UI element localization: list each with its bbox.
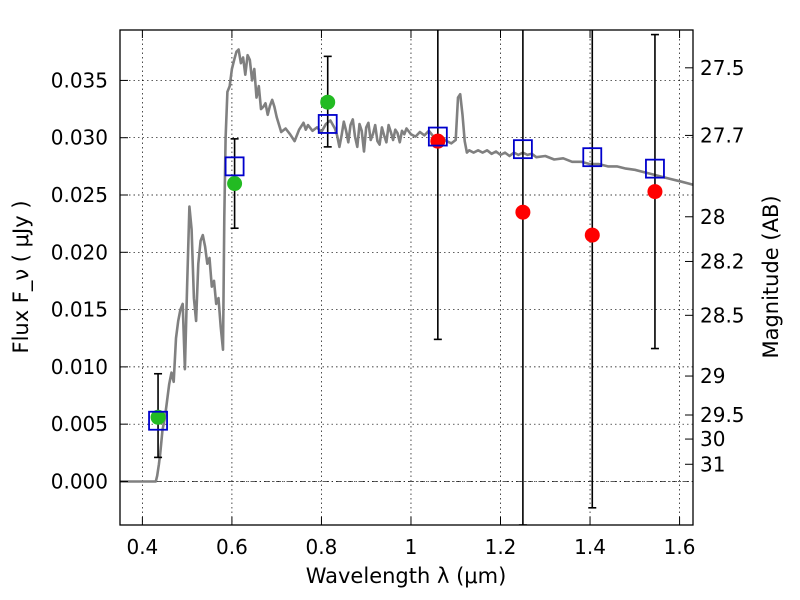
- detection-point: [150, 409, 166, 425]
- model-square: [148, 410, 168, 431]
- grid-lines: [120, 30, 693, 525]
- right-tick-label: 28.5: [700, 303, 745, 327]
- y-tick-label: 0.010: [51, 355, 108, 379]
- upper-limit-point: [647, 184, 663, 200]
- x-tick-label: 1.6: [664, 535, 696, 559]
- right-tick-label: 28: [700, 205, 725, 229]
- y-tick-label: 0.000: [51, 469, 108, 493]
- right-tick-label: 27.5: [700, 56, 745, 80]
- y-tick-label: 0.035: [51, 68, 108, 92]
- right-tick-label: 29: [700, 364, 725, 388]
- upper-limit-point: [515, 204, 531, 220]
- series-layer: [120, 30, 693, 525]
- y-tick-label: 0.005: [51, 412, 108, 436]
- y-tick-label: 0.030: [51, 126, 108, 150]
- model-square: [645, 158, 665, 179]
- right-tick-label: 30: [700, 427, 725, 451]
- right-tick-label: 31: [700, 452, 725, 476]
- y-tick-label: 0.015: [51, 298, 108, 322]
- plot-frame: [119, 29, 694, 526]
- right-axis-label: Magnitude (AB): [759, 195, 783, 358]
- model-square: [317, 114, 338, 134]
- y-axis-label: Flux F_ν ( μJy ): [9, 200, 34, 353]
- detection-point: [320, 94, 336, 110]
- right-tick-label: 28.2: [700, 249, 745, 273]
- x-tick-label: 1.4: [574, 535, 606, 559]
- spectrum-line: [120, 48, 693, 483]
- model-square: [427, 126, 448, 147]
- x-tick-label: 0.4: [126, 535, 158, 559]
- model-square: [582, 147, 603, 168]
- x-tick-label: 1.2: [485, 535, 517, 559]
- axis-ticks: 0.4 0.6 0.8 1 1.2 1.4 1.6 0.000 0.005 0.010 0.015 0…: [51, 30, 745, 559]
- x-tick-label: 0.6: [216, 535, 248, 559]
- y-tick-label: 0.025: [51, 183, 108, 207]
- x-axis-label: Wavelength λ (μm): [306, 564, 507, 588]
- plot-area: [120, 30, 693, 525]
- right-tick-label: 27.7: [700, 123, 745, 147]
- model-square: [224, 156, 245, 177]
- detection-point: [227, 176, 243, 192]
- x-tick-label: 0.8: [306, 535, 338, 559]
- x-tick-label: 1: [405, 535, 418, 559]
- model-square: [512, 139, 533, 160]
- y-tick-label: 0.020: [51, 240, 108, 264]
- right-tick-label: 29.5: [700, 403, 745, 427]
- upper-limit-point: [584, 227, 600, 243]
